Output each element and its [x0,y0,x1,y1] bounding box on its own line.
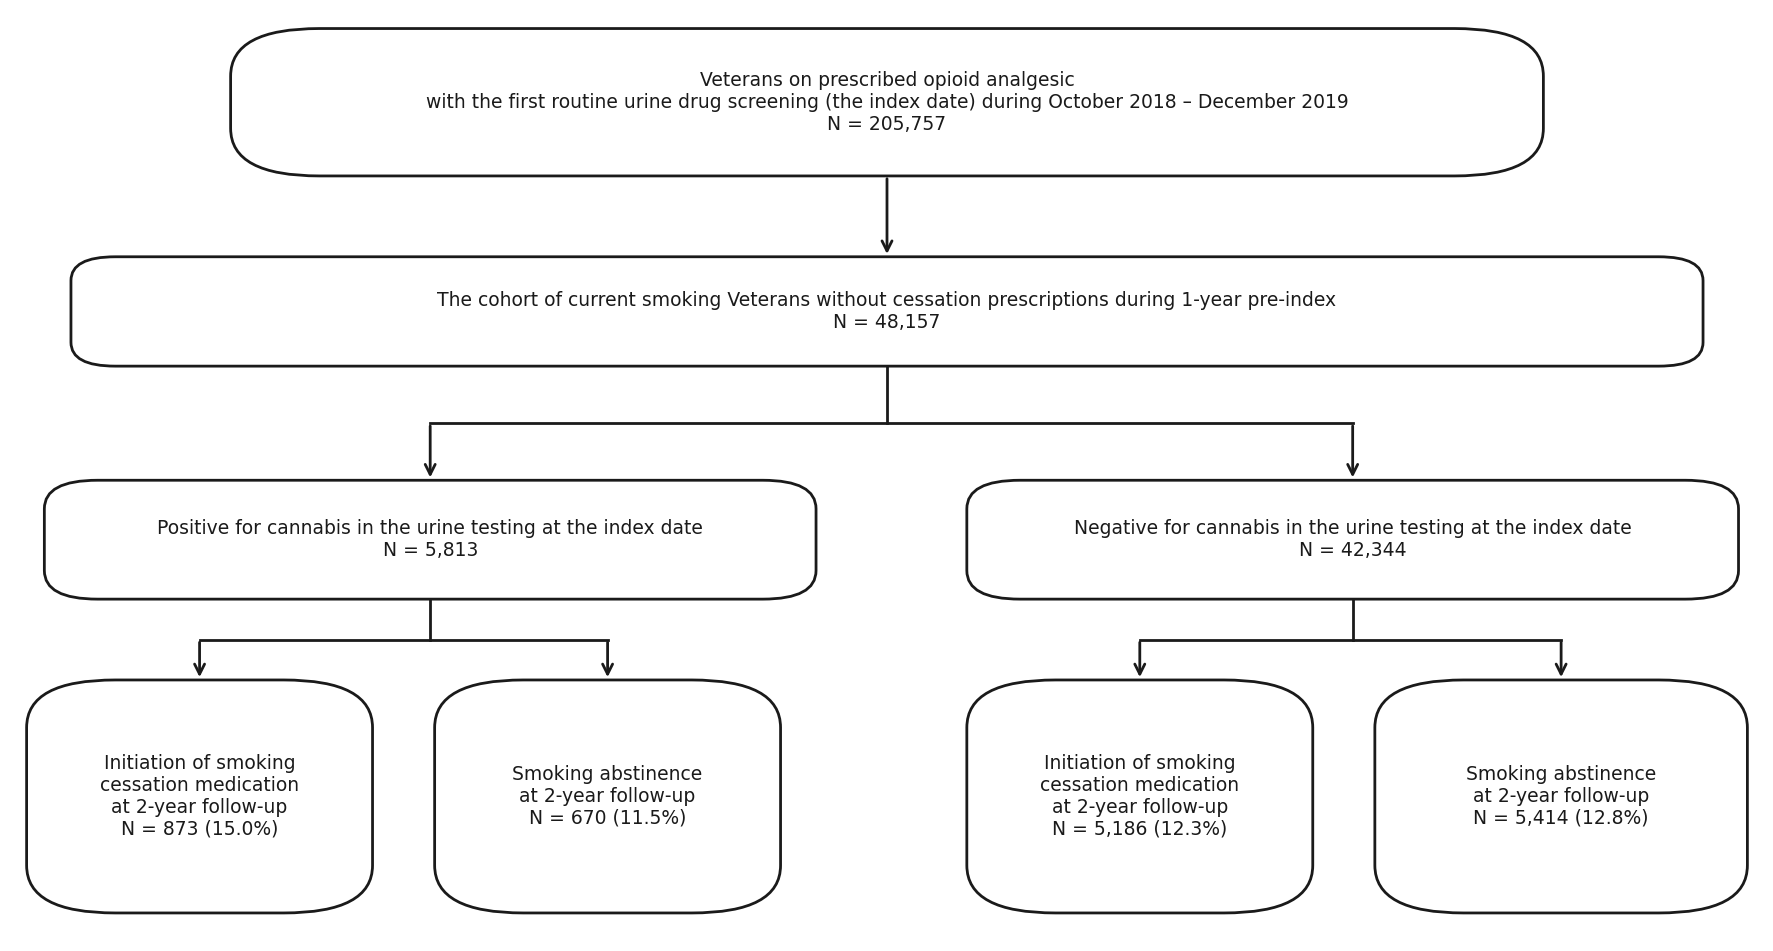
Text: Negative for cannabis in the urine testing at the index date
N = 42,344: Negative for cannabis in the urine testi… [1073,519,1631,560]
Text: Veterans on prescribed opioid analgesic
with the first routine urine drug screen: Veterans on prescribed opioid analgesic … [426,70,1347,134]
FancyBboxPatch shape [44,480,816,599]
FancyBboxPatch shape [71,257,1702,366]
Text: Smoking abstinence
at 2-year follow-up
N = 5,414 (12.8%): Smoking abstinence at 2-year follow-up N… [1464,765,1656,828]
Text: Positive for cannabis in the urine testing at the index date
N = 5,813: Positive for cannabis in the urine testi… [158,519,702,560]
FancyBboxPatch shape [27,680,372,913]
Text: Smoking abstinence
at 2-year follow-up
N = 670 (11.5%): Smoking abstinence at 2-year follow-up N… [512,765,702,828]
FancyBboxPatch shape [1374,680,1746,913]
FancyBboxPatch shape [434,680,780,913]
FancyBboxPatch shape [966,480,1738,599]
Text: Initiation of smoking
cessation medication
at 2-year follow-up
N = 5,186 (12.3%): Initiation of smoking cessation medicati… [1039,754,1239,839]
Text: The cohort of current smoking Veterans without cessation prescriptions during 1-: The cohort of current smoking Veterans w… [438,291,1335,332]
FancyBboxPatch shape [230,29,1543,176]
Text: Initiation of smoking
cessation medication
at 2-year follow-up
N = 873 (15.0%): Initiation of smoking cessation medicati… [99,754,300,839]
FancyBboxPatch shape [966,680,1312,913]
